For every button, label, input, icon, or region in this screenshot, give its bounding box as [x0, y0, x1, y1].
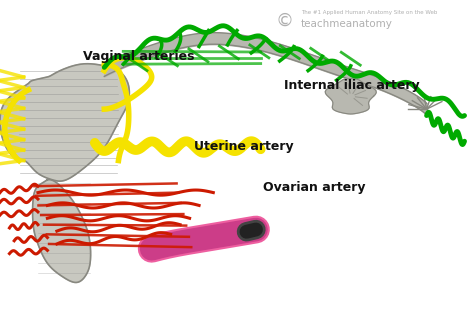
Polygon shape	[0, 64, 129, 181]
Text: Ovarian artery: Ovarian artery	[263, 181, 365, 194]
Text: Vaginal arteries: Vaginal arteries	[83, 50, 194, 63]
Polygon shape	[33, 180, 91, 282]
Text: ©: ©	[275, 12, 293, 30]
Text: The #1 Applied Human Anatomy Site on the Web: The #1 Applied Human Anatomy Site on the…	[301, 10, 438, 15]
Polygon shape	[325, 79, 376, 114]
Text: teachmeanatomy: teachmeanatomy	[301, 19, 393, 29]
Text: Uterine artery: Uterine artery	[194, 140, 294, 152]
Text: Internal iliac artery: Internal iliac artery	[284, 79, 420, 91]
